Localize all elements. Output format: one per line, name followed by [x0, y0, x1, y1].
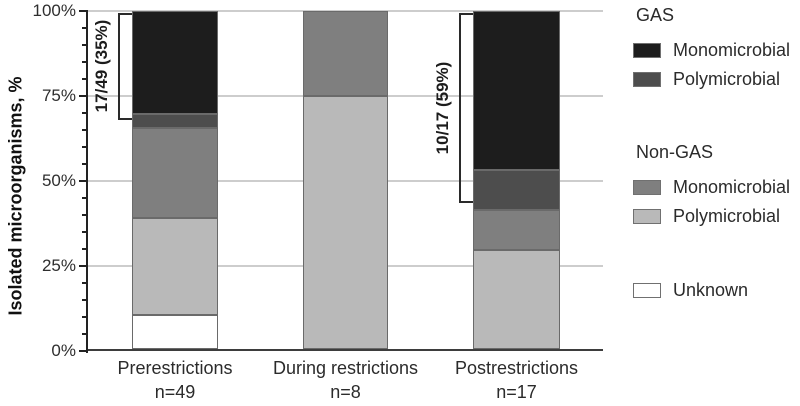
y-tick-label: 100% — [32, 1, 76, 20]
legend-item: Polymicrobial — [633, 65, 790, 94]
y-tick-label: 0% — [51, 341, 76, 360]
bar-segment — [132, 217, 218, 315]
bar-segment — [132, 114, 218, 129]
x-category-count: n=17 — [496, 382, 537, 402]
legend-item-label: Polymicrobial — [673, 69, 781, 89]
legend-item-label: Monomicrobial — [673, 177, 791, 197]
legend-swatch — [633, 283, 661, 298]
plot-area — [88, 10, 603, 351]
y-tick-label: 25% — [41, 256, 76, 275]
legend-item-label: Polymicrobial — [673, 206, 781, 226]
bar — [132, 11, 218, 349]
legend-group: GAS Monomicrobial Polymicrobial — [633, 4, 790, 94]
y-axis-major-tick — [79, 95, 88, 97]
bar-segment — [473, 11, 560, 170]
y-axis-minor-tick — [82, 214, 88, 216]
legend-group: Non-GAS Monomicrobial Polymicrobial — [633, 141, 790, 231]
legend-item-label: Monomicrobial — [673, 40, 791, 60]
y-axis-minor-tick — [82, 61, 88, 63]
legend-item: Polymicrobial — [633, 202, 790, 231]
annotation-label: 10/17 (59%) — [433, 61, 452, 155]
y-axis-minor-tick — [82, 112, 88, 114]
legend-swatch — [633, 209, 661, 224]
y-axis-major-tick — [79, 10, 88, 12]
annotation-bracket — [459, 13, 473, 204]
legend-item-label: Unknown — [673, 280, 749, 300]
y-axis-minor-tick — [82, 248, 88, 250]
y-axis-minor-tick — [82, 27, 88, 29]
bar-segment — [303, 95, 388, 349]
y-axis-minor-tick — [82, 78, 88, 80]
x-category-count: n=49 — [154, 382, 196, 402]
legend-item: Monomicrobial — [633, 36, 790, 65]
x-category-label: Prerestrictions — [117, 358, 233, 378]
x-category-label: During restrictions — [272, 358, 419, 378]
y-axis-title: Isolated microorganisms, % — [5, 76, 26, 316]
y-axis-major-tick — [79, 180, 88, 182]
y-axis-minor-tick — [82, 316, 88, 318]
bar-segment — [132, 314, 218, 349]
y-axis-minor-tick — [82, 282, 88, 284]
x-category-count: n=8 — [330, 382, 361, 402]
y-axis-minor-tick — [82, 333, 88, 335]
bar-segment — [303, 11, 388, 96]
bar-segment — [132, 128, 218, 218]
y-tick-label: 50% — [41, 171, 76, 190]
bar-segment — [132, 11, 218, 115]
legend-group-header: GAS — [636, 5, 675, 25]
legend-swatch — [633, 180, 661, 195]
x-category-label: Postrestrictions — [454, 358, 579, 378]
bar-segment — [473, 209, 560, 250]
legend-group: Unknown — [633, 276, 748, 305]
legend-item: Monomicrobial — [633, 173, 790, 202]
legend-swatch — [633, 43, 661, 58]
y-axis-major-tick — [79, 350, 88, 352]
y-axis-minor-tick — [82, 146, 88, 148]
y-axis-major-tick — [79, 265, 88, 267]
y-axis-line — [86, 11, 88, 353]
y-axis-minor-tick — [82, 44, 88, 46]
bar — [303, 11, 388, 349]
annotation-label: 17/49 (35%) — [92, 20, 111, 113]
legend-group-header: Non-GAS — [636, 142, 714, 162]
y-axis-minor-tick — [82, 163, 88, 165]
y-axis-minor-tick — [82, 231, 88, 233]
bar-segment — [473, 169, 560, 210]
bar — [473, 11, 560, 349]
annotation-bracket — [118, 13, 132, 120]
legend-swatch — [633, 72, 661, 87]
y-tick-label: 75% — [41, 86, 76, 105]
y-axis-minor-tick — [82, 197, 88, 199]
legend: GAS Monomicrobial Polymicrobial Non-GAS Mono… — [633, 0, 798, 406]
y-axis-minor-tick — [82, 299, 88, 301]
y-axis-minor-tick — [82, 129, 88, 131]
legend-item: Unknown — [633, 276, 748, 305]
bar-segment — [473, 249, 560, 349]
